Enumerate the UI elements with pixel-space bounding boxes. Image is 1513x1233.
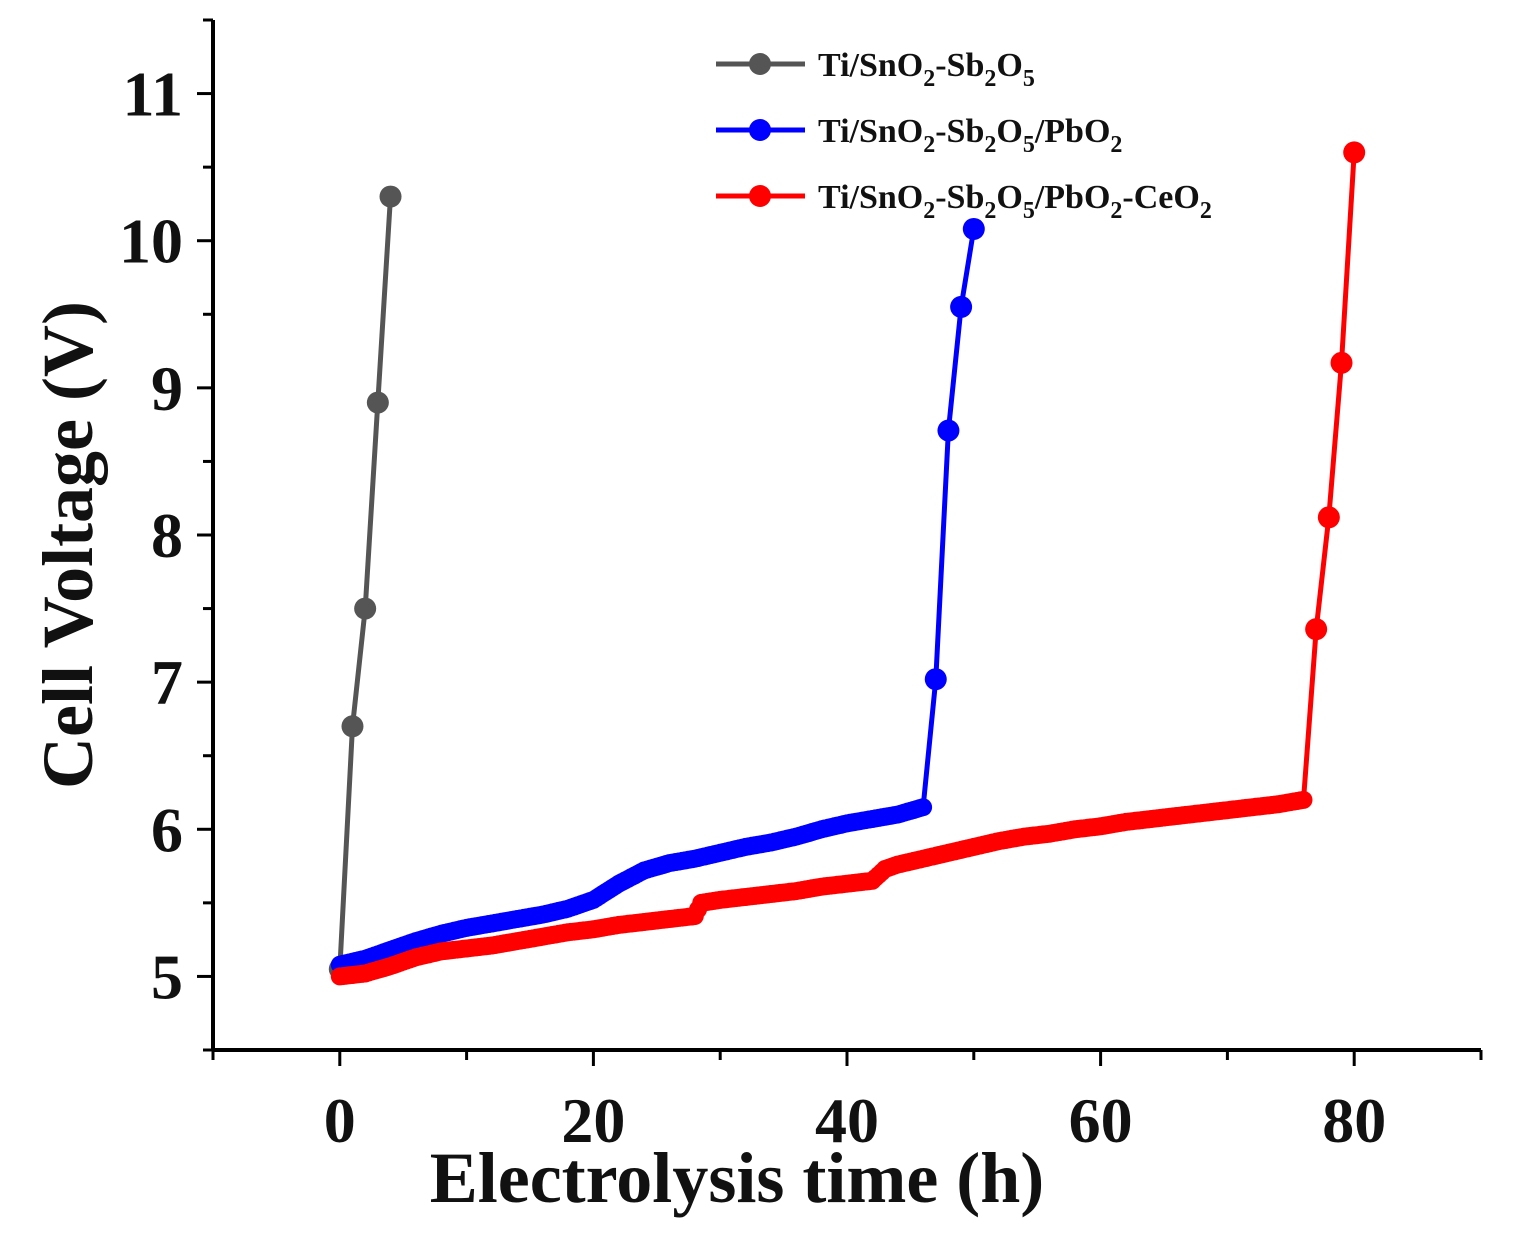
x-tick-label: 40 <box>815 1085 879 1156</box>
x-axis-title: Electrolysis time (h) <box>430 1138 1045 1218</box>
legend-marker <box>749 53 771 75</box>
y-tick-label: 8 <box>151 500 183 571</box>
y-tick-label: 10 <box>119 206 183 277</box>
plot-area <box>328 141 1366 986</box>
data-point <box>1305 618 1328 641</box>
y-tick-label: 9 <box>151 353 183 424</box>
legend: Ti/SnO2​-Sb2​O5​ Ti/SnO2​-Sb2​O5​/PbO2​ Ti… <box>716 47 1212 224</box>
data-point <box>924 668 947 691</box>
data-point <box>937 419 960 442</box>
series-line <box>339 228 977 968</box>
legend-entry-2: Ti/SnO2​-Sb2​O5​/PbO2​ <box>716 113 1122 158</box>
data-point <box>950 295 973 318</box>
y-tick-label: 11 <box>123 59 183 130</box>
data-point <box>1343 141 1366 164</box>
series-1 <box>328 185 402 981</box>
data-point <box>914 798 933 817</box>
data-point <box>1317 506 1340 529</box>
legend-label: Ti/SnO2​-Sb2​O5​/PbO2​-CeO2​ <box>818 179 1212 224</box>
x-tick-label: 60 <box>1069 1085 1133 1156</box>
legend-entry-3: Ti/SnO2​-Sb2​O5​/PbO2​-CeO2​ <box>716 179 1212 224</box>
y-tick-label: 7 <box>151 647 183 718</box>
legend-marker <box>749 185 771 207</box>
series-line <box>339 152 1357 979</box>
legend-label: Ti/SnO2​-Sb2​O5​ <box>818 47 1035 92</box>
data-point <box>379 185 402 208</box>
data-point <box>962 217 985 240</box>
data-point <box>341 715 364 738</box>
legend-marker <box>749 119 771 141</box>
legend-entry-1: Ti/SnO2​-Sb2​O5​ <box>716 47 1035 92</box>
axes: 0 20 40 60 80 5 6 7 8 9 10 11 Electrolysis time (h) C… <box>28 18 1483 1218</box>
x-tick-label: 80 <box>1322 1085 1386 1156</box>
series-line <box>337 196 393 970</box>
series-3 <box>330 141 1366 986</box>
x-tick-label: 0 <box>324 1085 356 1156</box>
data-point <box>1330 351 1353 374</box>
y-tick-label: 5 <box>151 941 183 1012</box>
data-point <box>354 597 377 620</box>
data-point <box>366 391 389 414</box>
y-tick-label: 6 <box>151 794 183 865</box>
data-point <box>1294 790 1313 809</box>
x-tick-label: 20 <box>561 1085 625 1156</box>
legend-label: Ti/SnO2​-Sb2​O5​/PbO2​ <box>818 113 1122 158</box>
y-axis-title: Cell Voltage (V) <box>28 301 108 789</box>
